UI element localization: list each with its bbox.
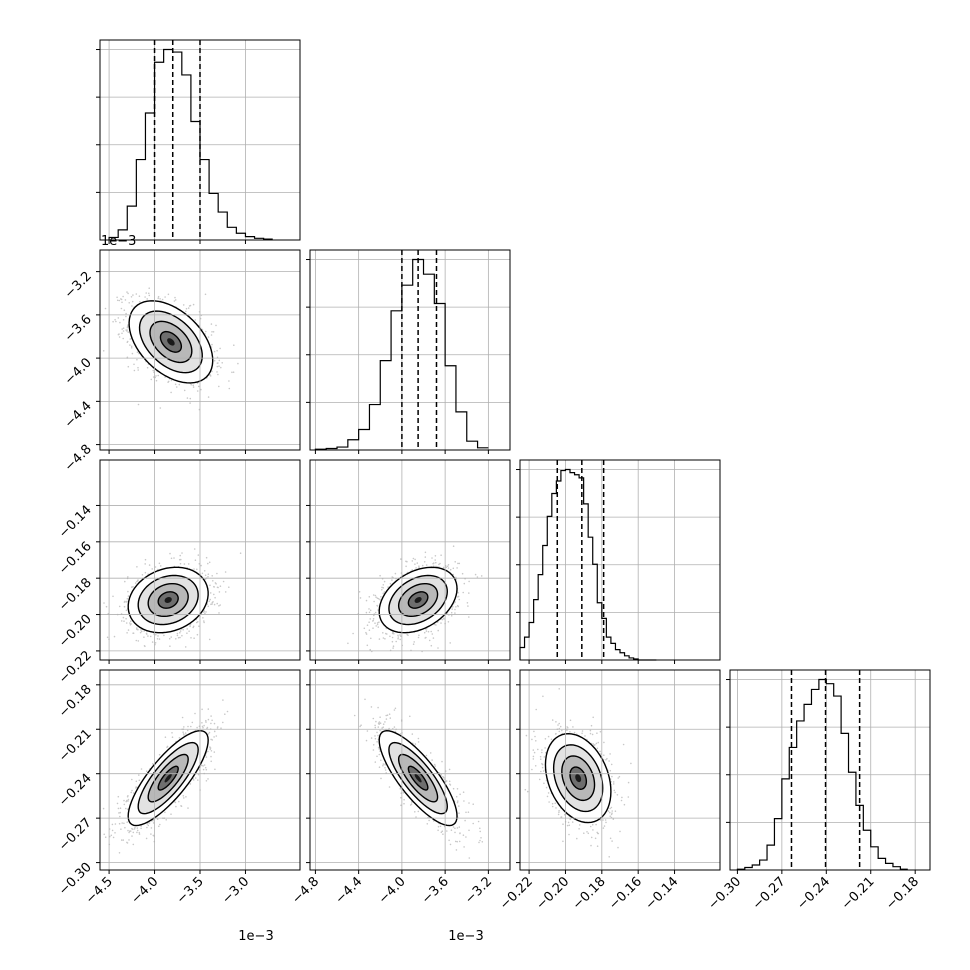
y-tick-label: −0.14 xyxy=(56,503,95,542)
x-tick-label: −4.4 xyxy=(333,874,366,907)
y-tick-label: −4.4 xyxy=(62,399,95,432)
panel-frame xyxy=(729,669,931,871)
histogram-0 xyxy=(108,48,273,240)
contour-line-3 xyxy=(378,566,458,634)
diag-panel-3 xyxy=(726,669,931,874)
contour-line-0 xyxy=(407,591,429,609)
y-tick-label: −0.18 xyxy=(56,682,95,721)
x-tick-label: −3.2 xyxy=(462,874,495,907)
density-fill-4 xyxy=(164,597,172,603)
contour-line-0 xyxy=(407,765,429,791)
x-tick-label: −3.6 xyxy=(419,874,452,907)
histogram-2 xyxy=(519,468,657,661)
panel-frame xyxy=(309,669,511,871)
y-tick-label: −3.6 xyxy=(62,312,95,345)
panel-frame xyxy=(99,249,301,451)
x-offset-text: 1e−3 xyxy=(238,929,273,944)
pair-panel-3-0 xyxy=(96,669,301,874)
y-tick-label: −0.22 xyxy=(56,648,95,687)
contour-line-0 xyxy=(569,766,588,790)
x-tick-label: −3.5 xyxy=(174,874,207,907)
contour-line-2 xyxy=(388,741,449,815)
contour-line-3 xyxy=(127,730,209,827)
x-tick-label: −0.21 xyxy=(839,874,878,913)
y-tick-label: −0.16 xyxy=(56,539,95,578)
density-fill-4 xyxy=(164,773,172,783)
histogram-3 xyxy=(736,678,908,870)
x-tick-label: −0.24 xyxy=(794,874,833,913)
pair-panel-3-1 xyxy=(306,669,511,874)
contour-line-3 xyxy=(128,300,214,384)
panel-frame xyxy=(309,249,511,451)
y-tick-label: −4.8 xyxy=(62,442,95,475)
pair-panel-1-0 xyxy=(96,249,301,454)
contour-line-1 xyxy=(397,753,439,803)
y-tick-label: −0.20 xyxy=(56,612,95,651)
x-tick-label: −0.18 xyxy=(883,874,922,913)
pair-panel-2-0 xyxy=(96,459,301,664)
x-tick-label: −4.8 xyxy=(289,874,322,907)
x-tick-label: −0.27 xyxy=(750,874,789,913)
y-tick-label: −0.27 xyxy=(56,815,95,854)
x-tick-label: −0.18 xyxy=(570,874,609,913)
y-tick-label: −0.24 xyxy=(56,771,95,810)
contour-line-0 xyxy=(159,330,183,353)
density-fill-4 xyxy=(414,773,422,783)
density-fill-4 xyxy=(414,597,422,603)
density-fill-4 xyxy=(167,338,175,346)
y-tick-label: −3.2 xyxy=(62,269,95,302)
x-tick-label: −4.0 xyxy=(128,874,161,907)
x-tick-label: −3.0 xyxy=(219,874,252,907)
density-fill-4 xyxy=(575,774,582,783)
y-tick-label: −0.18 xyxy=(56,575,95,614)
contour-line-1 xyxy=(561,755,596,802)
x-tick-label: −0.20 xyxy=(534,874,573,913)
x-tick-label: −0.14 xyxy=(643,874,682,913)
contour-line-2 xyxy=(137,741,199,815)
contour-line-3 xyxy=(544,732,612,824)
panel-frame xyxy=(99,669,301,871)
contour-line-0 xyxy=(157,591,179,609)
panel-frame xyxy=(519,669,721,871)
pair-panel-3-2 xyxy=(516,669,721,874)
diag-panel-1 xyxy=(306,249,511,454)
x-tick-label: −4.5 xyxy=(83,874,116,907)
panel-frame xyxy=(519,459,721,661)
x-tick-label: −0.30 xyxy=(705,874,744,913)
contour-line-2 xyxy=(552,744,604,813)
diag-panel-0 xyxy=(96,39,301,244)
contour-line-3 xyxy=(127,566,209,634)
panel-frame xyxy=(99,39,301,241)
y-tick-label: −0.21 xyxy=(56,726,95,765)
x-offset-text: 1e−3 xyxy=(448,929,483,944)
x-tick-label: −4.0 xyxy=(376,874,409,907)
contour-line-0 xyxy=(157,765,179,791)
contour-line-2 xyxy=(137,574,199,626)
panel-frame xyxy=(99,459,301,661)
x-tick-label: −0.22 xyxy=(497,874,536,913)
pair-panel-2-1 xyxy=(306,459,511,664)
diag-panel-2 xyxy=(516,459,721,664)
contour-line-3 xyxy=(378,730,458,827)
contour-line-1 xyxy=(147,582,189,618)
contour-line-1 xyxy=(149,320,193,364)
y-offset-text: 1e−3 xyxy=(101,234,136,249)
x-tick-label: −0.16 xyxy=(606,874,645,913)
y-tick-label: −4.0 xyxy=(62,355,95,388)
panel-frame xyxy=(309,459,511,661)
